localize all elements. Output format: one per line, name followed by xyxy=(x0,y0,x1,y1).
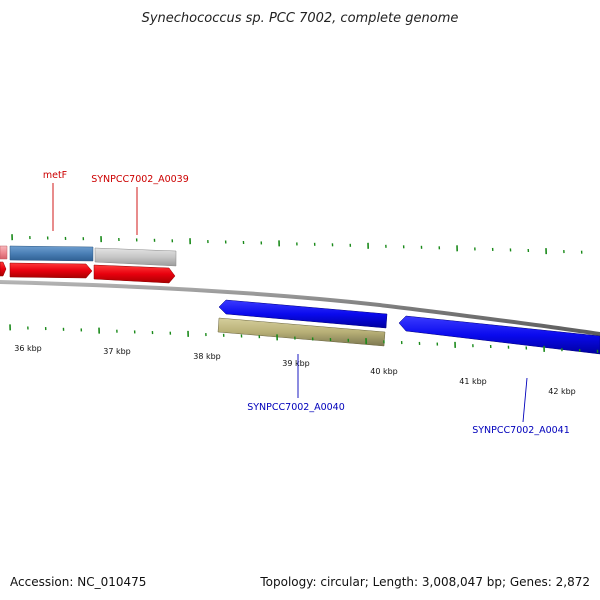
inner-tick-track xyxy=(9,324,599,353)
gene-feature-metF[interactable] xyxy=(9,245,94,262)
scale-label-38: 38 kbp xyxy=(193,352,221,361)
topology-summary-text: Topology: circular; Length: 3,008,047 bp… xyxy=(259,575,590,589)
reverse-strand-track xyxy=(218,299,600,355)
gene-label-a0041[interactable]: SYNPCC7002_A0041 xyxy=(472,425,570,436)
genome-backbone xyxy=(0,280,600,336)
forward-strand-track xyxy=(0,261,176,284)
gene-label-a0039[interactable]: SYNPCC7002_A0039 xyxy=(91,174,189,185)
gene-label-metF[interactable]: metF xyxy=(43,170,67,181)
outer-tick-track xyxy=(11,234,583,255)
blue-gene-labels: SYNPCC7002_A0040 SYNPCC7002_A0041 xyxy=(247,354,570,436)
red-gene-labels: metF SYNPCC7002_A0039 xyxy=(43,170,189,235)
gene-feature-a0039[interactable] xyxy=(94,247,177,267)
scale-label-36: 36 kbp xyxy=(14,344,42,353)
scale-label-41: 41 kbp xyxy=(459,377,487,386)
tick-marks-outer xyxy=(11,234,583,255)
reverse-gene-arrow-a0040[interactable] xyxy=(218,299,388,329)
reverse-gene-arrow-a0041[interactable] xyxy=(398,315,600,355)
feature-track xyxy=(0,245,177,267)
scale-label-37: 37 kbp xyxy=(103,347,131,356)
accession-text: Accession: NC_010475 xyxy=(10,575,146,589)
scale-label-39: 39 kbp xyxy=(282,359,310,368)
scale-labels: 36 kbp 37 kbp 38 kbp 39 kbp 40 kbp 41 kb… xyxy=(14,344,576,396)
forward-gene-arrow-metF[interactable] xyxy=(9,262,93,279)
forward-gene-arrow-a0039[interactable] xyxy=(93,264,176,284)
rna-feature-track xyxy=(217,317,386,347)
rna-feature-a0040[interactable] xyxy=(217,317,386,347)
gene-label-a0040[interactable]: SYNPCC7002_A0040 xyxy=(247,402,345,413)
gene-feature-pink[interactable] xyxy=(0,245,8,260)
map-title: Synechococcus sp. PCC 7002, complete gen… xyxy=(142,11,459,26)
scale-label-40: 40 kbp xyxy=(370,367,398,376)
label-leader-a0041 xyxy=(522,377,528,423)
forward-gene-arrow-left[interactable] xyxy=(0,261,7,277)
scale-label-42: 42 kbp xyxy=(548,387,576,396)
tick-marks-inner xyxy=(9,324,599,353)
